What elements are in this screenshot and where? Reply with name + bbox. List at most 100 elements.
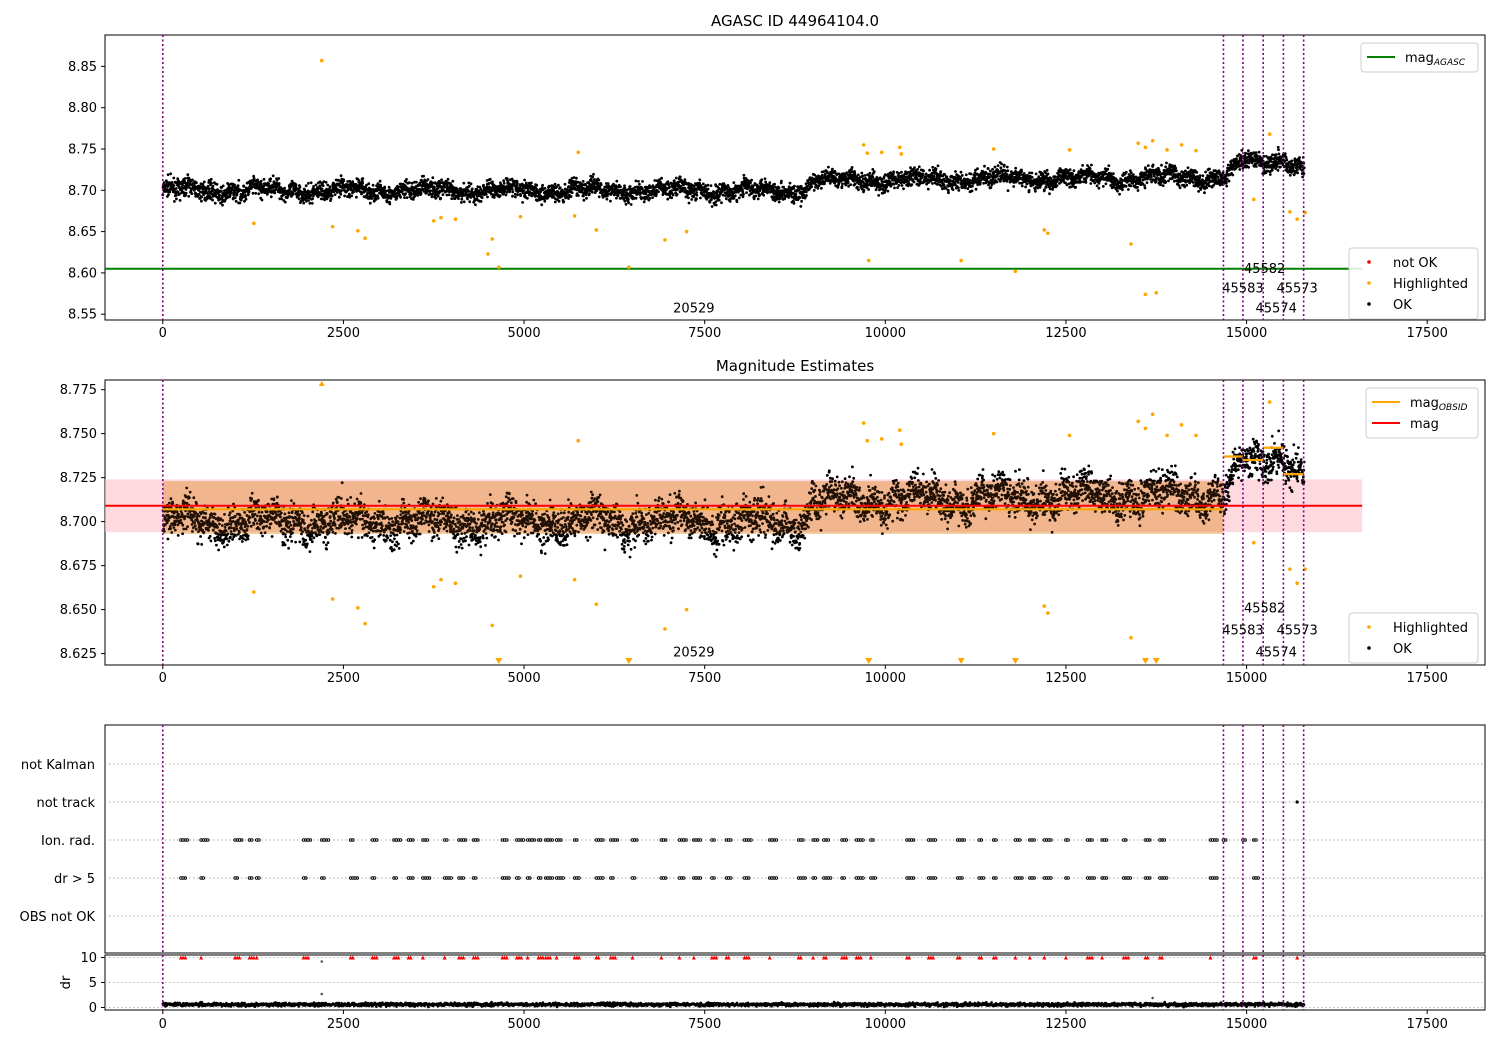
ok-point (283, 186, 286, 190)
ok-point (900, 184, 904, 187)
ok-point (445, 184, 449, 187)
ok-point (521, 201, 524, 204)
ok-point (1238, 168, 1242, 171)
ok-point (291, 192, 295, 196)
ok-point (563, 182, 567, 186)
ok-point (760, 178, 764, 182)
ok-point (1129, 171, 1133, 175)
ok-point (701, 182, 705, 186)
ok-point (252, 174, 256, 178)
ok-point (434, 196, 438, 200)
ok-point (166, 173, 170, 177)
ok-point (655, 192, 658, 196)
ok-point (467, 184, 471, 188)
ok-point (511, 190, 515, 194)
ok-point (758, 189, 762, 193)
ok-point (271, 174, 275, 178)
ok-point (522, 189, 526, 192)
ok-point (383, 185, 387, 189)
ok-point (959, 176, 962, 180)
ok-point (758, 193, 762, 197)
ok-point (572, 176, 576, 179)
ok-point (867, 188, 870, 191)
ok-point (428, 189, 432, 193)
ok-point (539, 195, 543, 198)
ok-point (1225, 180, 1228, 184)
ok-point (257, 192, 261, 196)
ok-point (982, 181, 985, 185)
ok-point (486, 195, 489, 199)
ok-point (810, 185, 814, 189)
ok-point (312, 185, 315, 188)
ok-point (674, 176, 678, 180)
ok-point (184, 194, 188, 197)
ok-point (1028, 171, 1031, 175)
ok-point (330, 194, 334, 198)
ok-point (931, 165, 935, 169)
ok-point (954, 170, 957, 173)
ok-point (368, 201, 372, 205)
ok-point (763, 177, 767, 181)
ok-point (396, 185, 400, 189)
ok-point (1227, 179, 1231, 183)
x-tick-label: 0 (159, 326, 167, 341)
ok-point (1046, 172, 1050, 176)
ok-point (416, 194, 420, 197)
ok-point (1006, 189, 1010, 193)
ok-point (1079, 180, 1083, 184)
ok-point (1186, 166, 1190, 170)
ok-point (926, 187, 930, 191)
ok-point (687, 196, 690, 200)
ok-point (1124, 184, 1128, 188)
ok-point (355, 195, 358, 199)
ok-point (1118, 192, 1121, 196)
ok-point (1089, 182, 1093, 185)
ok-point (181, 184, 185, 188)
ok-point (816, 186, 820, 190)
ok-point (947, 191, 950, 195)
ok-point (1048, 192, 1051, 196)
ok-point (1160, 163, 1163, 167)
y-tick-label: 8.70 (68, 184, 97, 199)
ok-point (706, 187, 710, 191)
ok-point (931, 182, 934, 185)
ok-point (1068, 168, 1072, 172)
ok-point (1201, 178, 1204, 182)
ok-point (788, 181, 792, 185)
ok-point (717, 186, 721, 190)
chart-title: AGASC ID 44964104.0 (711, 12, 879, 30)
y-tick-label: 8.75 (68, 143, 97, 158)
ok-point (541, 183, 544, 187)
ok-point (989, 186, 993, 190)
ok-point (479, 200, 483, 203)
ok-point (202, 180, 206, 184)
ok-point (165, 188, 169, 191)
ok-point (634, 179, 638, 183)
ok-point (687, 201, 691, 205)
ok-point (333, 193, 337, 197)
ok-point (1198, 176, 1202, 180)
ok-point (1197, 190, 1200, 193)
ok-point (297, 197, 301, 201)
x-tick-label: 10000 (865, 326, 906, 341)
ok-point (806, 184, 810, 188)
ok-point (182, 191, 186, 195)
ok-point (513, 192, 517, 196)
x-tick-label: 17500 (1407, 326, 1448, 341)
ok-point (492, 196, 496, 199)
ok-point (1203, 191, 1206, 195)
ok-point (717, 198, 721, 202)
ok-point (1045, 168, 1049, 172)
ok-point (960, 174, 964, 177)
ok-point (320, 187, 324, 191)
ok-point (638, 182, 641, 186)
ok-point (1174, 166, 1178, 170)
ok-point (959, 170, 963, 174)
ok-point (934, 167, 938, 171)
ok-point (213, 201, 217, 205)
ok-point (1093, 181, 1097, 185)
ok-point (983, 164, 986, 168)
ok-point (511, 194, 514, 198)
ok-point (724, 197, 728, 201)
ok-point (1030, 171, 1034, 175)
